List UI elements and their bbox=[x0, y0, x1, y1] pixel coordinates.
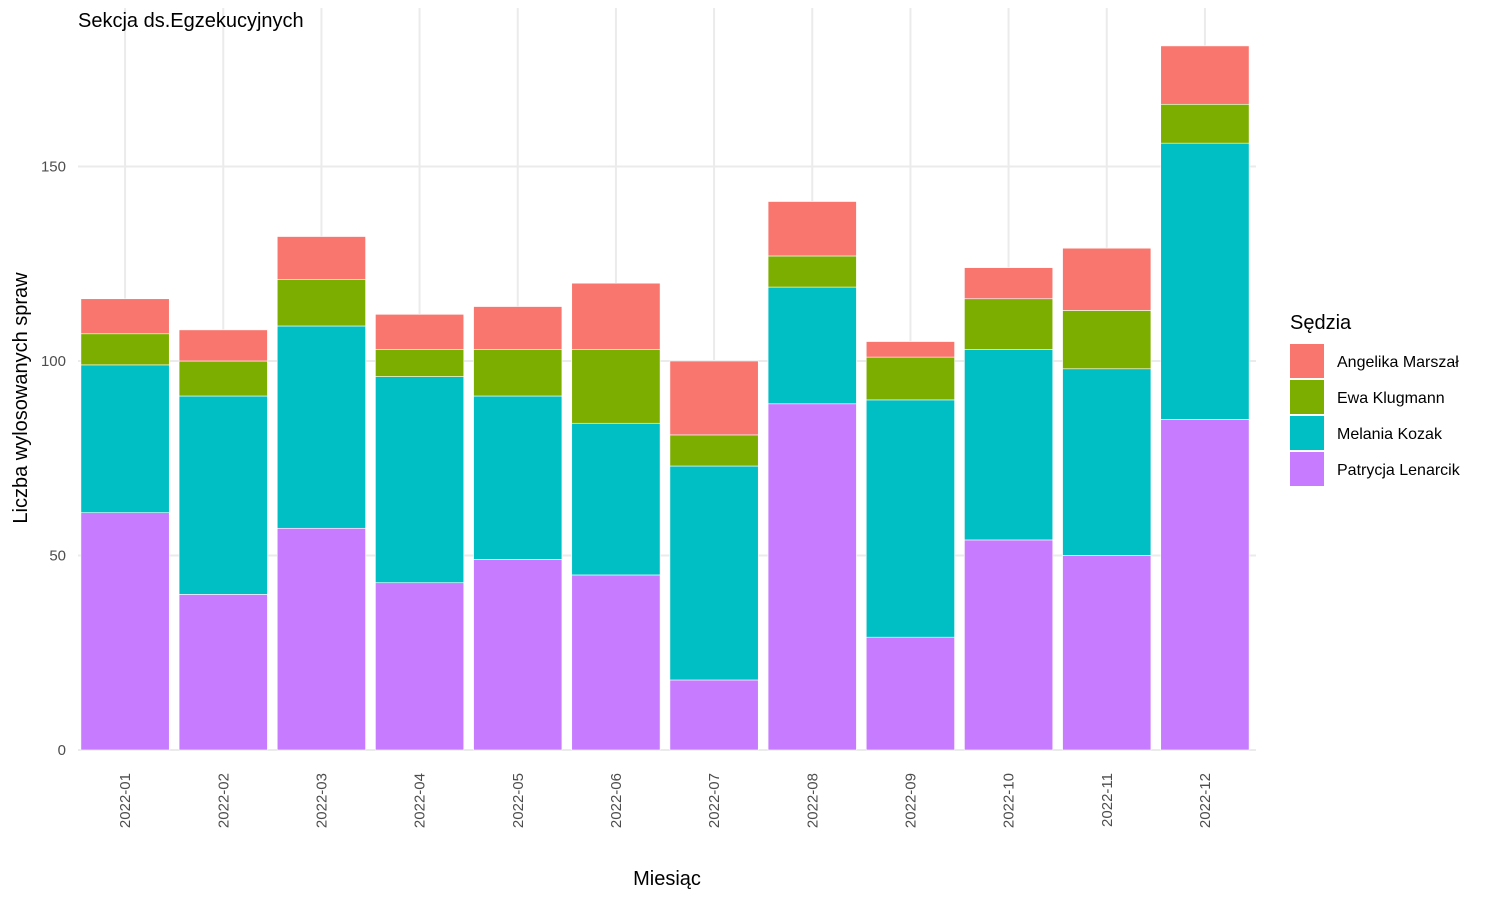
bar-segment bbox=[375, 349, 465, 377]
bar-segment bbox=[178, 594, 268, 751]
bar-segment bbox=[1160, 419, 1250, 751]
bar-segment bbox=[865, 399, 955, 638]
bar-segment bbox=[276, 325, 366, 529]
bar-segment bbox=[80, 333, 170, 366]
bar-segment bbox=[964, 349, 1054, 541]
y-axis-title: Liczba wylosowanych spraw bbox=[10, 272, 32, 524]
legend-label: Patrycja Lenarcik bbox=[1337, 462, 1461, 479]
bar-segment bbox=[767, 403, 857, 751]
x-tick-label: 2022-01 bbox=[117, 773, 134, 828]
x-tick-label: 2022-04 bbox=[412, 773, 429, 828]
bar-segment bbox=[865, 341, 955, 358]
bar-segment bbox=[1160, 103, 1250, 144]
bar-segment bbox=[80, 512, 170, 751]
legend-label: Angelika Marszał bbox=[1337, 354, 1459, 371]
bar-segment bbox=[669, 360, 759, 436]
bar-segment bbox=[767, 201, 857, 257]
legend-swatch bbox=[1290, 416, 1324, 450]
y-tick-label: 100 bbox=[41, 353, 66, 370]
bar-segment bbox=[178, 360, 268, 397]
bar-segment bbox=[865, 636, 955, 751]
bar-segment bbox=[1062, 555, 1152, 751]
y-axis: 0 50 100 150 bbox=[41, 159, 66, 760]
x-tick-label: 2022-10 bbox=[1001, 773, 1018, 828]
bar-segment bbox=[964, 539, 1054, 751]
bar-segment bbox=[1160, 142, 1250, 420]
bar-segment bbox=[571, 422, 661, 576]
bar-segment bbox=[375, 314, 465, 350]
bar-segment bbox=[375, 582, 465, 751]
x-tick-label: 2022-02 bbox=[215, 773, 232, 828]
bar-segment bbox=[80, 364, 170, 514]
bar-segment bbox=[571, 282, 661, 350]
bar-segment bbox=[1062, 310, 1152, 370]
bar-segment bbox=[1062, 368, 1152, 556]
legend-swatch bbox=[1290, 344, 1324, 378]
bar-segment bbox=[669, 434, 759, 467]
legend-title: Sędzia bbox=[1290, 312, 1352, 334]
y-tick-label: 150 bbox=[41, 159, 66, 176]
bar-segment bbox=[80, 298, 170, 335]
legend-swatch bbox=[1290, 452, 1324, 486]
legend-swatch bbox=[1290, 380, 1324, 414]
bar-segment bbox=[473, 395, 563, 560]
x-axis-title: Miesiąc bbox=[633, 868, 701, 890]
x-tick-label: 2022-07 bbox=[706, 773, 723, 828]
x-tick-label: 2022-06 bbox=[608, 773, 625, 828]
legend-label: Ewa Klugmann bbox=[1337, 390, 1445, 407]
x-tick-label: 2022-03 bbox=[313, 773, 330, 828]
bar-segment bbox=[178, 395, 268, 595]
bar-segment bbox=[276, 279, 366, 327]
bar-segment bbox=[1160, 45, 1250, 105]
y-tick-label: 50 bbox=[49, 548, 66, 565]
y-tick-label: 0 bbox=[58, 742, 66, 759]
x-tick-label: 2022-11 bbox=[1099, 773, 1116, 827]
bar-segment bbox=[767, 255, 857, 288]
x-tick-label: 2022-05 bbox=[510, 773, 527, 828]
x-tick-label: 2022-12 bbox=[1197, 773, 1214, 828]
bar-segment bbox=[178, 329, 268, 362]
bar-segment bbox=[473, 349, 563, 397]
bar-segment bbox=[669, 465, 759, 681]
bar-segment bbox=[375, 376, 465, 584]
bar-segment bbox=[964, 298, 1054, 350]
bar-segment bbox=[964, 267, 1054, 300]
x-tick-label: 2022-09 bbox=[902, 773, 919, 828]
bar-segment bbox=[276, 236, 366, 280]
chart-title: Sekcja ds.Egzekucyjnych bbox=[78, 10, 304, 32]
legend: Sędzia Angelika Marszał Ewa Klugmann Melan… bbox=[1290, 312, 1461, 486]
bar-segment bbox=[571, 349, 661, 424]
bar-segment bbox=[276, 527, 366, 751]
legend-label: Melania Kozak bbox=[1337, 426, 1443, 443]
bar-segment bbox=[865, 356, 955, 401]
x-tick-label: 2022-08 bbox=[804, 773, 821, 828]
bar-segment bbox=[473, 306, 563, 350]
bar-segment bbox=[571, 574, 661, 751]
bar-segment bbox=[473, 559, 563, 751]
bar-segment bbox=[1062, 247, 1152, 311]
bar-segment bbox=[669, 679, 759, 751]
x-axis: 2022-01 2022-02 2022-03 2022-04 2022-05 2022-… bbox=[117, 773, 1214, 828]
bar-segment bbox=[767, 286, 857, 405]
bars-layer bbox=[80, 45, 1250, 751]
